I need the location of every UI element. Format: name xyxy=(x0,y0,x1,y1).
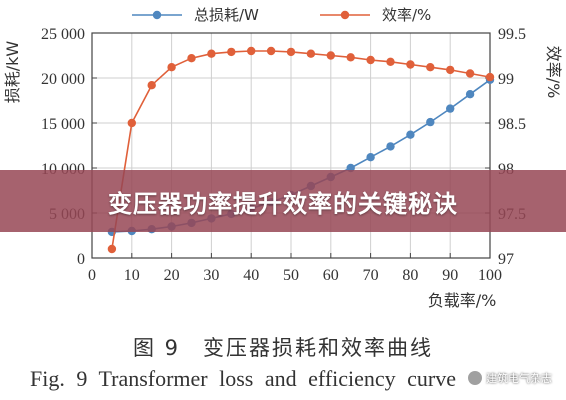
y-right-tick-label: 99.5 xyxy=(498,26,526,43)
data-point-loss xyxy=(446,104,455,113)
data-point-efficiency xyxy=(406,60,415,69)
data-point-loss xyxy=(366,153,375,162)
data-point-efficiency xyxy=(465,69,475,78)
x-tick-label: 0 xyxy=(88,267,96,284)
data-point-efficiency xyxy=(346,53,355,62)
watermark: 建筑电气杂志 xyxy=(468,370,552,386)
watermark-text: 建筑电气杂志 xyxy=(486,372,552,385)
data-point-loss xyxy=(386,142,395,151)
legend-label: 效率/% xyxy=(382,6,431,24)
data-point-loss xyxy=(465,90,475,99)
legend: 总损耗/W 效率/% xyxy=(132,6,431,24)
legend-marker xyxy=(340,10,350,20)
x-tick-label: 90 xyxy=(442,267,458,284)
x-tick-label: 80 xyxy=(402,267,418,284)
data-point-efficiency xyxy=(207,49,216,58)
y-right-tick-label: 97 xyxy=(498,251,514,268)
data-point-efficiency xyxy=(266,46,276,56)
axes xyxy=(91,32,491,259)
x-tick-label: 40 xyxy=(243,267,259,284)
data-point-efficiency xyxy=(127,118,136,128)
data-point-efficiency xyxy=(286,47,296,57)
x-tick-label: 100 xyxy=(478,267,502,284)
data-point-efficiency xyxy=(227,47,236,57)
data-point-efficiency xyxy=(147,81,156,90)
data-point-efficiency xyxy=(107,244,117,254)
banner-title: 变压器功率提升效率的关键秘诀 xyxy=(108,189,458,218)
figure-caption-english: Fig. 9 Transformer loss and efficiency c… xyxy=(30,366,457,391)
y-axis-left-label: 损耗/kW xyxy=(3,41,22,104)
y-left-tick-label: 15 000 xyxy=(41,116,85,133)
data-point-efficiency xyxy=(446,65,455,75)
data-point-efficiency xyxy=(187,54,196,63)
title-banner: 变压器功率提升效率的关键秘诀 xyxy=(0,170,566,232)
legend-marker xyxy=(152,10,162,20)
data-point-efficiency xyxy=(386,57,395,66)
wechat-icon xyxy=(468,371,482,385)
y-right-tick-label: 99 xyxy=(498,71,514,88)
x-axis-label: 负载率/% xyxy=(428,291,497,310)
x-tick-label: 20 xyxy=(164,267,180,284)
x-tick-label: 70 xyxy=(363,267,379,284)
data-point-loss xyxy=(406,130,415,139)
y-left-tick-label: 20 000 xyxy=(41,71,85,88)
legend-label: 总损耗/W xyxy=(194,6,259,24)
data-point-efficiency xyxy=(426,62,435,72)
x-tick-label: 50 xyxy=(283,267,299,284)
y-right-tick-label: 98.5 xyxy=(498,116,526,133)
y-left-tick-label: 0 xyxy=(77,251,85,268)
data-point-efficiency xyxy=(366,55,375,65)
series xyxy=(107,46,495,254)
x-tick-label: 30 xyxy=(203,267,219,284)
data-point-efficiency xyxy=(485,72,495,82)
data-point-efficiency xyxy=(247,46,256,56)
x-tick-label: 10 xyxy=(124,267,140,284)
figure-caption-chinese: 图 9 变压器损耗和效率曲线 xyxy=(132,336,434,360)
x-tick-label: 60 xyxy=(323,267,339,284)
data-point-efficiency xyxy=(326,51,335,60)
data-point-efficiency xyxy=(306,49,316,58)
y-axis-right-label: 效率/% xyxy=(544,46,563,99)
data-point-efficiency xyxy=(167,62,176,72)
y-left-tick-label: 25 000 xyxy=(41,26,85,43)
data-point-loss xyxy=(426,117,435,127)
